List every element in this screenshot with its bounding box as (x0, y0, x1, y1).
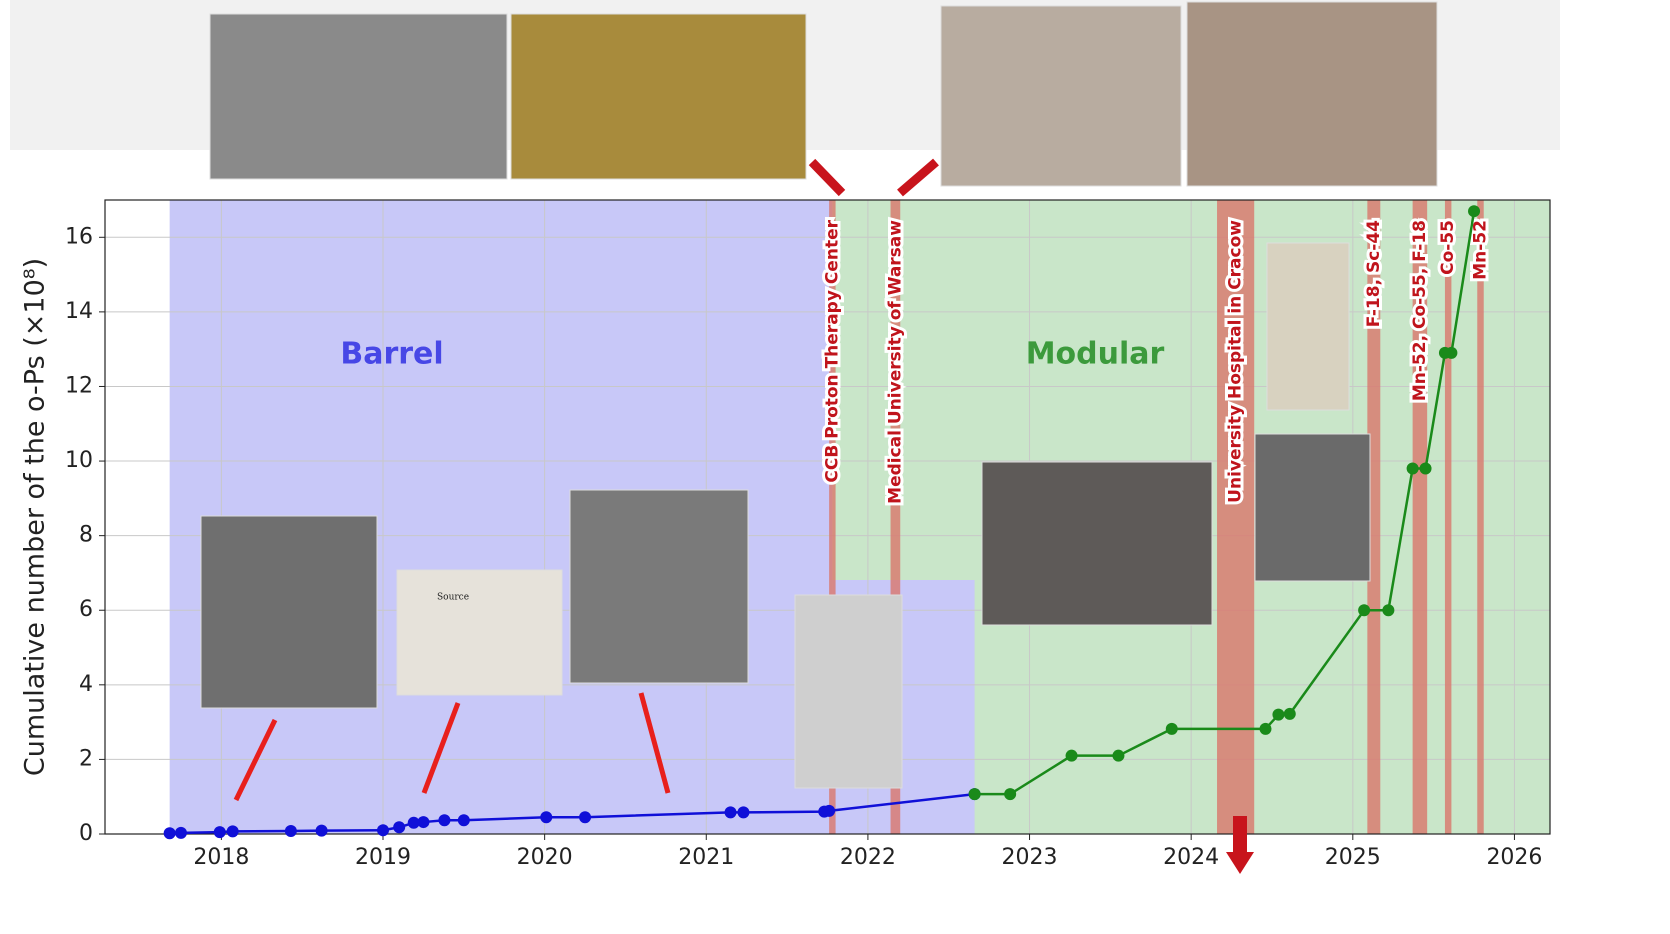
photo (209, 13, 508, 180)
y-tick-label: 2 (79, 746, 93, 771)
event-band (1444, 200, 1452, 834)
data-point (1358, 604, 1371, 617)
data-point (823, 804, 836, 817)
arrow (638, 692, 671, 794)
arrow (897, 158, 939, 197)
photo (981, 461, 1213, 626)
x-tick-label: 2025 (1325, 845, 1381, 870)
x-tick-label: 2019 (355, 845, 411, 870)
data-point (1419, 462, 1432, 475)
y-tick-label: 10 (65, 448, 93, 473)
event-label: Mn-52 (1470, 220, 1490, 280)
event-label: Medical University of Warsaw (885, 220, 905, 504)
x-tick-label: 2023 (1002, 845, 1058, 870)
x-tick-label: 2021 (678, 845, 734, 870)
data-point (1112, 749, 1125, 762)
data-point (724, 806, 737, 819)
data-point (174, 826, 187, 839)
data-point (1468, 205, 1481, 218)
photo (794, 594, 903, 789)
region-label: Modular (1026, 337, 1165, 372)
x-tick-label: 2022 (840, 845, 896, 870)
photo-caption: Source (437, 593, 469, 603)
event-band (1477, 200, 1484, 834)
event-label: CCB Proton Therapy Center (822, 219, 842, 482)
event-label: Mn-52, Co-55, F-18 (1410, 220, 1430, 401)
photo (940, 5, 1182, 187)
data-point (457, 814, 470, 827)
data-point (1382, 604, 1395, 617)
photo (1186, 1, 1438, 187)
photo (569, 489, 749, 684)
data-point (393, 821, 406, 834)
plot-frame (104, 199, 1551, 835)
data-point (540, 811, 553, 824)
photo (200, 515, 378, 709)
data-point (737, 806, 750, 819)
data-point (579, 811, 592, 824)
region-label: Barrel (340, 337, 443, 372)
data-point (1259, 722, 1272, 735)
photo (396, 569, 563, 696)
data-point (1283, 707, 1296, 720)
data-point (213, 826, 226, 839)
data-point (1165, 722, 1178, 735)
y-axis-label: Cumulative number of the o-Ps (×10⁸) (20, 258, 51, 776)
x-tick-label: 2026 (1486, 845, 1542, 870)
event-label: F-18, Sc-44 (1364, 220, 1384, 327)
data-point (284, 825, 297, 838)
y-tick-label: 14 (65, 299, 93, 324)
photo (1254, 433, 1371, 582)
event-band (890, 200, 901, 834)
x-tick-label: 2018 (193, 845, 249, 870)
data-point (407, 816, 420, 829)
data-point (1445, 346, 1458, 359)
y-tick-label: 0 (79, 821, 93, 846)
x-tick-label: 2020 (517, 845, 573, 870)
y-tick-label: 6 (79, 597, 93, 622)
arrow (233, 718, 278, 802)
data-point (377, 824, 390, 837)
photo (1266, 242, 1350, 411)
data-point (968, 788, 981, 801)
event-band (1367, 200, 1381, 834)
data-point (163, 827, 176, 840)
data-point (1065, 749, 1078, 762)
arrow-head (1226, 852, 1254, 874)
arrow (421, 702, 461, 794)
data-point (1272, 708, 1285, 721)
data-point (438, 814, 451, 827)
data-point (417, 816, 430, 829)
event-label: Co-55 (1438, 220, 1458, 275)
y-tick-label: 16 (65, 224, 93, 249)
y-tick-label: 8 (79, 523, 93, 548)
data-point (1004, 788, 1017, 801)
event-label: University Hospital in Cracow (1226, 220, 1246, 503)
arrow (808, 158, 846, 197)
event-band (1412, 200, 1428, 834)
y-tick-label: 4 (79, 672, 93, 697)
event-band (829, 200, 836, 834)
y-tick-label: 12 (65, 373, 93, 398)
data-point (1406, 462, 1419, 475)
x-tick-label: 2024 (1163, 845, 1219, 870)
data-point (226, 825, 239, 838)
data-point (315, 824, 328, 837)
photo (510, 13, 807, 180)
